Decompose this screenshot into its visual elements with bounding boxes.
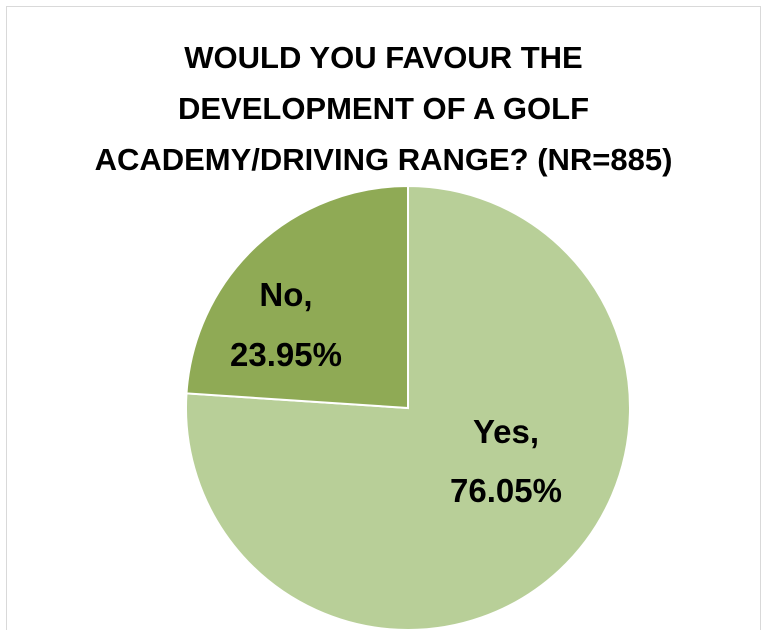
chart-title-line-2: DEVELOPMENT OF A GOLF xyxy=(177,91,590,126)
pie-slice-yes xyxy=(185,184,631,630)
chart-title-line-3: ACADEMY/DRIVING RANGE? (NR=885) xyxy=(94,142,673,177)
pie-slices xyxy=(185,184,631,630)
yes-slice-label-name: Yes, xyxy=(473,413,539,450)
chart-title: WOULD YOU FAVOUR THE DEVELOPMENT OF A GO… xyxy=(0,32,767,185)
no-slice-label-value: 23.95% xyxy=(230,336,342,373)
yes-slice-label-value: 76.05% xyxy=(450,472,562,509)
pie-slice-no xyxy=(185,184,409,410)
no-slice-label-name: No, xyxy=(259,276,312,313)
chart-title-line-1: WOULD YOU FAVOUR THE xyxy=(184,40,583,75)
